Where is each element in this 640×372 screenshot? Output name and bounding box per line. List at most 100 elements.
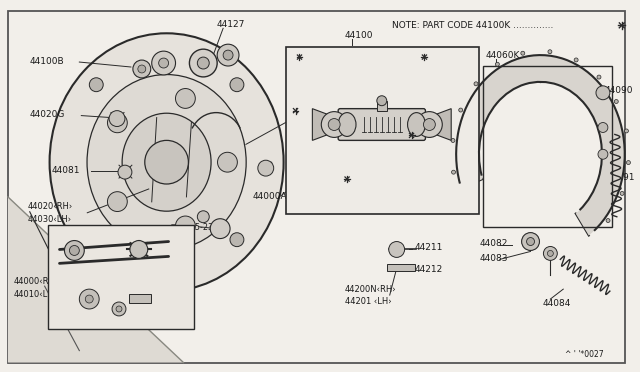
Text: ^ ' '*0027: ^ ' '*0027 — [565, 350, 604, 359]
Circle shape — [210, 219, 230, 238]
Bar — [285, 47, 479, 214]
Bar — [483, 66, 612, 227]
Text: NOTE: PART CODE 44100K ..............: NOTE: PART CODE 44100K .............. — [392, 21, 553, 30]
Text: Ⓦ08915-23810: Ⓦ08915-23810 — [171, 222, 228, 231]
Polygon shape — [312, 109, 328, 140]
Circle shape — [189, 49, 217, 77]
Circle shape — [118, 165, 132, 179]
Circle shape — [474, 82, 478, 86]
Text: 44084: 44084 — [543, 298, 571, 308]
Text: 44000‹RH›: 44000‹RH› — [14, 277, 59, 286]
Polygon shape — [8, 197, 184, 363]
Polygon shape — [456, 55, 625, 235]
Text: 44100: 44100 — [344, 31, 372, 40]
Text: 44127: 44127 — [216, 20, 244, 29]
Circle shape — [159, 58, 168, 68]
Circle shape — [328, 119, 340, 131]
Text: 44060K: 44060K — [486, 51, 520, 60]
Circle shape — [417, 112, 442, 137]
Circle shape — [69, 246, 79, 256]
Ellipse shape — [408, 113, 426, 137]
Text: 44020G: 44020G — [29, 110, 65, 119]
Text: 44129: 44129 — [305, 52, 332, 62]
Circle shape — [614, 100, 618, 103]
Circle shape — [606, 219, 610, 222]
Circle shape — [597, 75, 601, 79]
Text: 44125: 44125 — [362, 158, 388, 167]
Circle shape — [522, 232, 540, 250]
Circle shape — [65, 241, 84, 260]
Circle shape — [625, 129, 628, 133]
Circle shape — [90, 78, 103, 92]
Polygon shape — [435, 109, 451, 140]
Text: W: W — [217, 226, 223, 232]
Circle shape — [547, 250, 554, 256]
Text: 44112: 44112 — [417, 131, 443, 140]
Circle shape — [223, 50, 233, 60]
Circle shape — [627, 161, 630, 164]
Text: 44128: 44128 — [349, 68, 376, 77]
Text: 44124: 44124 — [300, 106, 327, 115]
Circle shape — [145, 140, 188, 184]
Circle shape — [459, 108, 463, 112]
Text: 44082: 44082 — [480, 239, 508, 248]
Bar — [387, 264, 415, 271]
Circle shape — [377, 96, 387, 106]
Bar — [47, 225, 195, 329]
Ellipse shape — [49, 33, 284, 291]
Circle shape — [598, 122, 608, 132]
Text: 44091: 44091 — [607, 173, 636, 182]
Circle shape — [108, 113, 127, 133]
Text: 44112: 44112 — [352, 174, 378, 183]
Text: 44090: 44090 — [605, 86, 634, 95]
Ellipse shape — [338, 113, 356, 137]
Circle shape — [108, 192, 127, 212]
Text: 44108: 44108 — [300, 121, 326, 130]
Circle shape — [217, 44, 239, 66]
Circle shape — [388, 241, 404, 257]
Circle shape — [495, 62, 499, 66]
Circle shape — [197, 57, 209, 69]
Circle shape — [138, 65, 146, 73]
Text: 44108: 44108 — [412, 116, 438, 125]
Text: 44010‹LH›: 44010‹LH› — [14, 289, 58, 299]
Ellipse shape — [87, 74, 246, 250]
Circle shape — [85, 295, 93, 303]
Circle shape — [152, 51, 175, 75]
Ellipse shape — [122, 113, 211, 211]
Circle shape — [175, 89, 195, 108]
Circle shape — [451, 138, 455, 142]
Circle shape — [112, 302, 126, 316]
Text: 44100B: 44100B — [29, 57, 65, 65]
Circle shape — [596, 86, 610, 100]
Circle shape — [79, 289, 99, 309]
Circle shape — [218, 152, 237, 172]
Circle shape — [548, 50, 552, 54]
Text: 44212: 44212 — [415, 265, 443, 274]
Circle shape — [574, 58, 578, 62]
Circle shape — [598, 149, 608, 159]
Circle shape — [321, 112, 347, 137]
Circle shape — [258, 160, 274, 176]
Circle shape — [116, 306, 122, 312]
Circle shape — [452, 170, 456, 174]
Circle shape — [521, 51, 525, 55]
Circle shape — [90, 233, 103, 247]
Text: 44083: 44083 — [480, 254, 508, 263]
Text: 44201 ‹LH›: 44201 ‹LH› — [345, 296, 392, 305]
Text: 44124: 44124 — [428, 52, 454, 62]
Circle shape — [620, 192, 624, 195]
Text: 44081: 44081 — [52, 166, 80, 174]
Circle shape — [130, 241, 148, 259]
FancyBboxPatch shape — [338, 109, 426, 140]
Circle shape — [543, 247, 557, 260]
Text: 44000A: 44000A — [253, 192, 287, 201]
Circle shape — [230, 233, 244, 247]
Circle shape — [197, 211, 209, 223]
Circle shape — [133, 60, 151, 78]
Text: (8): (8) — [184, 234, 195, 243]
Bar — [377, 101, 387, 110]
Text: 44211: 44211 — [415, 243, 443, 252]
Bar — [129, 294, 151, 303]
Text: 44020‹RH›: 44020‹RH› — [28, 202, 73, 211]
